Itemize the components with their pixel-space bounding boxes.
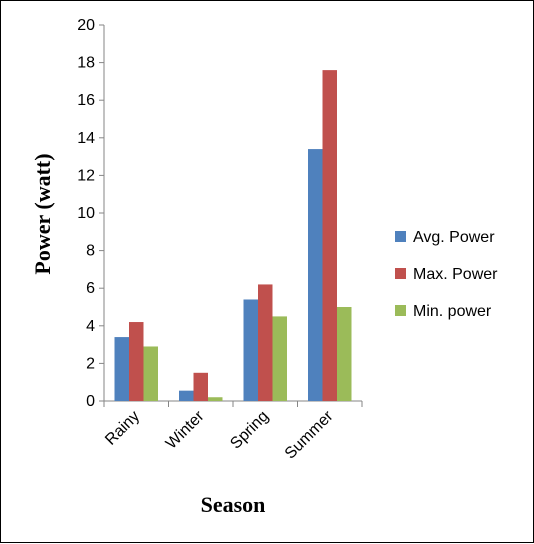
y-tick-label: 20: [77, 17, 95, 34]
legend-label: Max. Power: [413, 266, 498, 283]
y-tick-label: 8: [86, 243, 95, 260]
legend-label: Min. power: [413, 303, 492, 320]
x-tick-label: Spring: [227, 408, 272, 453]
x-axis-title: Season: [201, 492, 266, 517]
y-tick-label: 14: [77, 130, 95, 147]
x-axis: Rainy Winter Spring Summer: [102, 400, 363, 463]
bar: [258, 284, 273, 401]
bar: [179, 390, 194, 401]
bar: [322, 70, 337, 402]
y-axis: 0 2 4 6 8 10 12 14 16 18 20: [77, 17, 105, 410]
bars: [114, 70, 352, 402]
y-tick-label: 0: [86, 393, 95, 410]
legend-label: Avg. Power: [413, 229, 495, 246]
bar: [143, 346, 158, 401]
x-tick-label: Summer: [282, 407, 337, 462]
bar: [272, 316, 287, 401]
y-tick-label: 4: [86, 318, 95, 335]
y-axis-title: Power (watt): [30, 153, 55, 274]
legend-swatch: [395, 305, 406, 316]
x-tick-label: Rainy: [102, 408, 143, 449]
bar: [208, 397, 223, 401]
x-tick-label: Winter: [163, 407, 208, 452]
y-tick-label: 18: [77, 55, 95, 72]
y-tick-label: 6: [86, 280, 95, 297]
bar: [337, 307, 352, 401]
y-tick-label: 2: [86, 355, 95, 372]
bar: [243, 299, 258, 401]
legend-swatch: [395, 231, 406, 242]
legend-swatch: [395, 268, 406, 279]
y-tick-label: 16: [77, 92, 95, 109]
bar: [114, 337, 129, 401]
bar: [193, 372, 208, 401]
y-tick-label: 12: [77, 167, 95, 184]
y-tick-label: 10: [77, 205, 95, 222]
legend: Avg. Power Max. Power Min. power: [395, 229, 498, 320]
bar: [129, 322, 144, 401]
bar: [308, 149, 323, 401]
